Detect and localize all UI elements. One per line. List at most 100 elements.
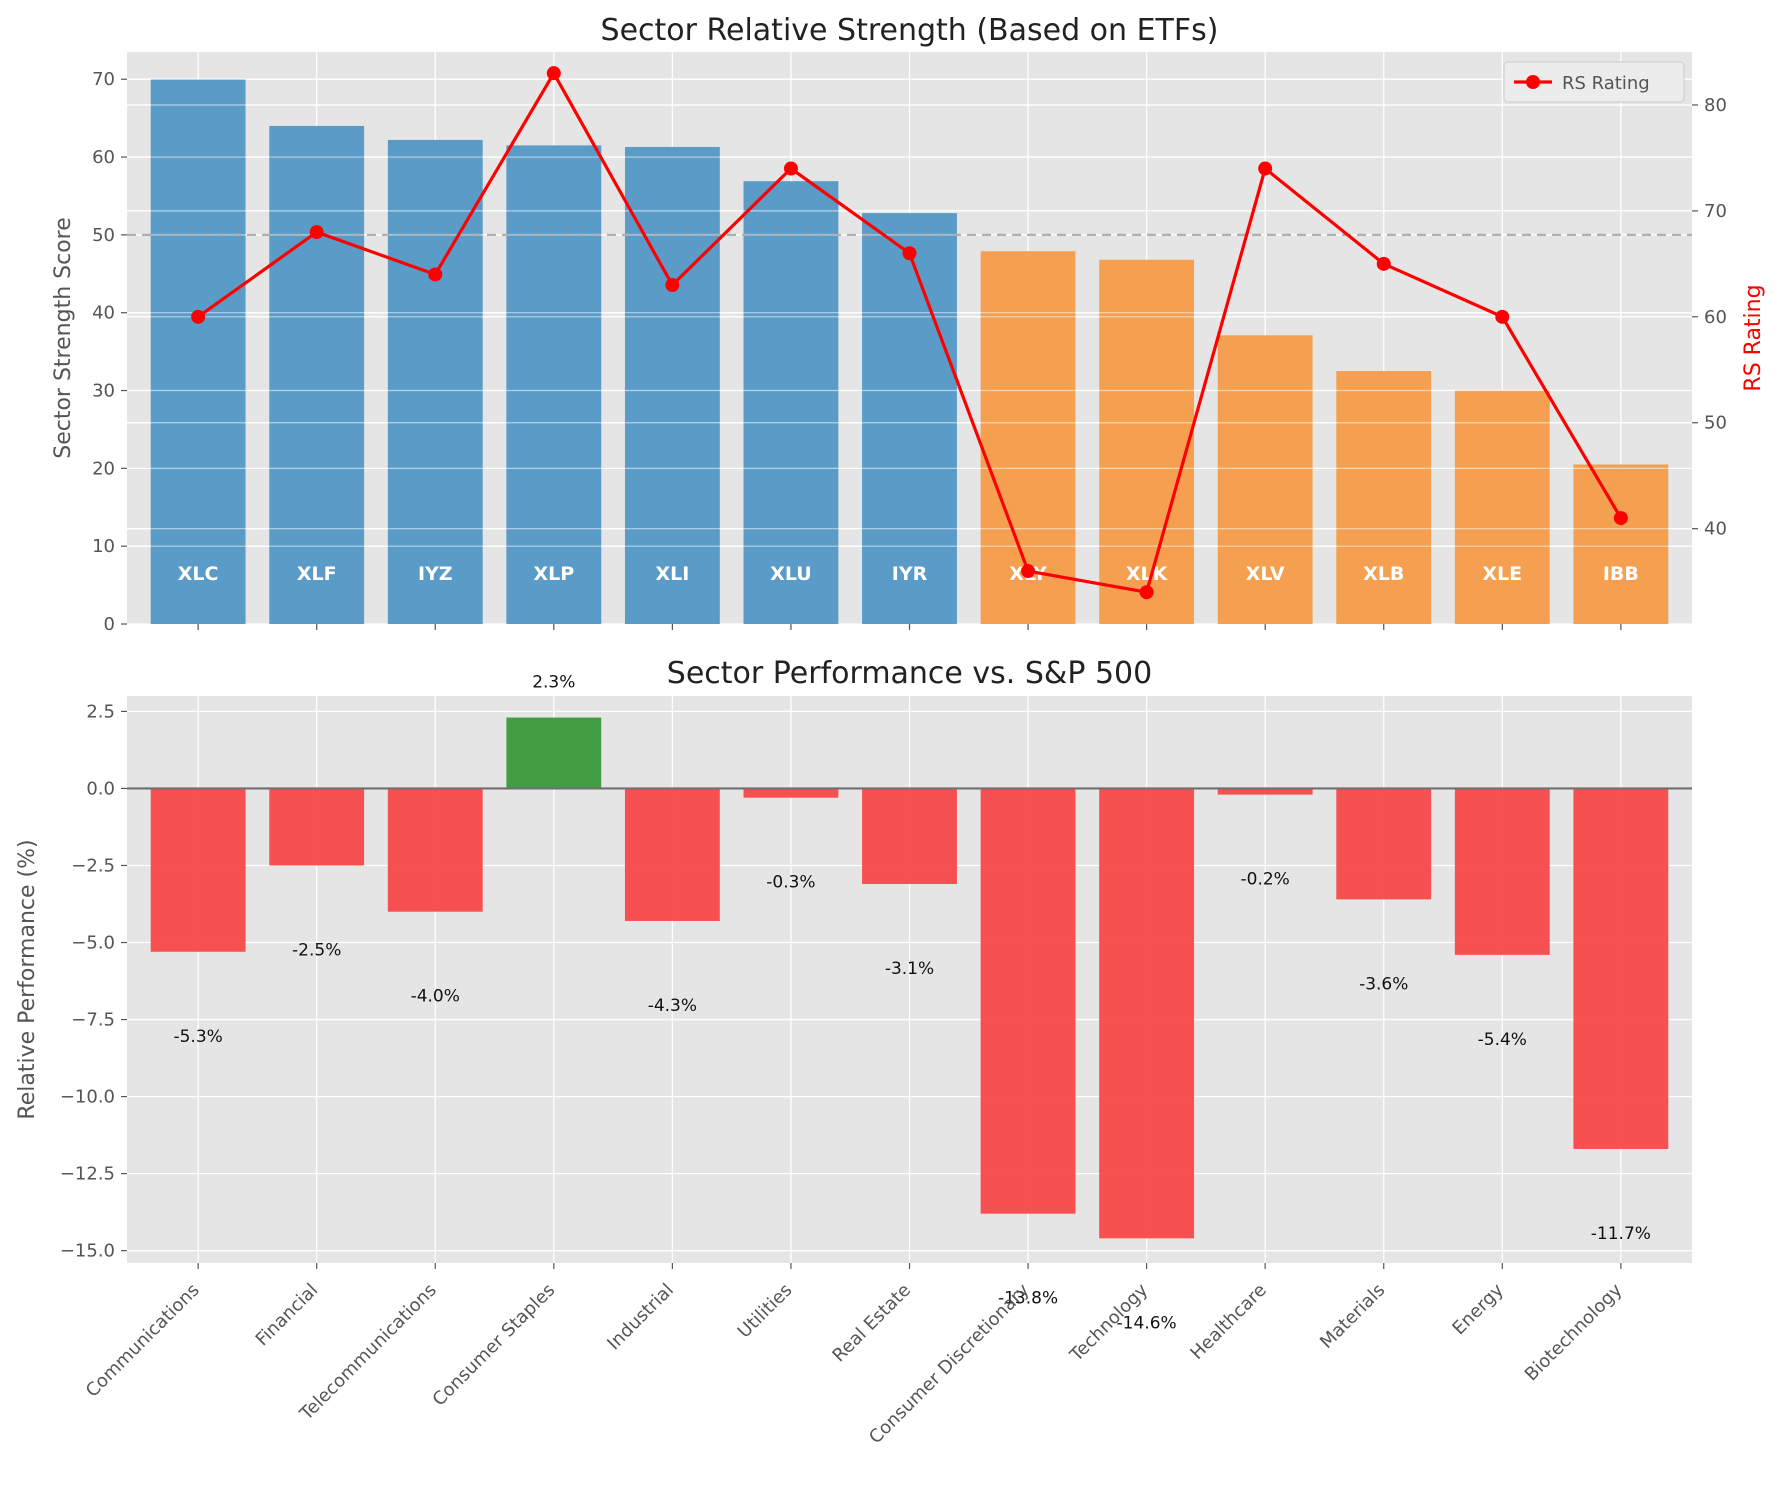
performance-value-label: -13.8% xyxy=(998,1289,1058,1309)
rs-rating-point xyxy=(1495,309,1510,324)
rs-rating-point xyxy=(1021,564,1036,579)
strength-bar xyxy=(1336,371,1432,624)
etf-bar-label: XLP xyxy=(533,563,574,585)
rs-rating-point xyxy=(191,309,206,324)
performance-value-label: -4.3% xyxy=(648,996,697,1016)
performance-bar xyxy=(269,788,365,866)
bottom-y-tick-label: −5.0 xyxy=(71,933,115,954)
category-tick-label: Utilities xyxy=(734,1280,797,1343)
etf-bar-label: IBB xyxy=(1603,563,1639,585)
strength-bar xyxy=(743,181,839,624)
rs-rating-point xyxy=(1376,256,1391,271)
performance-value-label: -5.4% xyxy=(1478,1030,1527,1050)
category-tick-label: Communications xyxy=(82,1280,204,1402)
category-tick-label: Consumer Staples xyxy=(429,1280,560,1411)
legend-marker xyxy=(1526,75,1540,89)
top-y-tick-label: 0 xyxy=(104,614,115,635)
etf-bar-label: XLB xyxy=(1363,563,1404,585)
strength-bar xyxy=(862,213,957,624)
category-tick-label: Biotechnology xyxy=(1521,1279,1627,1385)
strength-bar xyxy=(506,145,602,624)
bottom-y-tick-label: −2.5 xyxy=(71,855,115,876)
rs-rating-point xyxy=(1139,585,1154,600)
category-tick-label: Materials xyxy=(1316,1280,1389,1353)
strength-bar xyxy=(980,251,1076,624)
performance-value-label: 2.3% xyxy=(532,673,575,693)
category-tick-label: Financial xyxy=(252,1280,323,1351)
top-y-tick-label: 40 xyxy=(92,303,115,324)
performance-bar xyxy=(1336,788,1432,900)
performance-value-label: -2.5% xyxy=(292,940,341,960)
performance-value-label: -5.3% xyxy=(173,1027,222,1047)
strength-bar xyxy=(1217,335,1313,624)
top-chart-title: Sector Relative Strength (Based on ETFs) xyxy=(601,13,1219,48)
legend-label: RS Rating xyxy=(1562,73,1650,94)
strength-bar xyxy=(624,146,720,624)
rs-rating-point xyxy=(428,267,443,282)
etf-bar-label: IYZ xyxy=(418,563,453,585)
top-y2-tick-label: 60 xyxy=(1704,307,1727,328)
category-tick-label: Industrial xyxy=(603,1280,678,1355)
bottom-y-tick-label: 2.5 xyxy=(86,701,115,722)
etf-bar-label: XLV xyxy=(1246,563,1285,585)
performance-bar xyxy=(862,788,957,884)
rs-rating-point xyxy=(546,66,561,81)
etf-bar-label: XLI xyxy=(655,563,689,585)
category-tick-label: Energy xyxy=(1448,1279,1508,1339)
rs-rating-point xyxy=(309,225,324,240)
bottom-y-tick-label: 0.0 xyxy=(86,778,115,799)
etf-bar-label: XLE xyxy=(1482,563,1522,585)
performance-bar xyxy=(1099,788,1195,1239)
category-tick-label: Healthcare xyxy=(1186,1280,1270,1364)
top-y-tick-label: 60 xyxy=(92,147,115,168)
rs-rating-point xyxy=(665,278,680,293)
top-y-tick-label: 30 xyxy=(92,381,115,402)
bottom-y-tick-label: −12.5 xyxy=(60,1164,115,1185)
performance-bar xyxy=(387,788,483,912)
strength-bar xyxy=(1099,259,1195,624)
top-y-tick-label: 10 xyxy=(92,536,115,557)
strength-bar xyxy=(1573,464,1669,624)
performance-value-label: -0.2% xyxy=(1241,870,1290,890)
rs-rating-point xyxy=(1613,511,1628,526)
top-y-axis-label: Sector Strength Score xyxy=(51,217,76,459)
top-y2-axis-label: RS Rating xyxy=(1741,284,1766,391)
performance-bar xyxy=(506,717,602,789)
top-y-tick-label: 70 xyxy=(92,69,115,90)
category-tick-label: Telecommunications xyxy=(295,1280,440,1425)
performance-bar xyxy=(1573,788,1669,1149)
bottom-y-tick-label: −10.0 xyxy=(60,1087,115,1108)
performance-bar xyxy=(1217,788,1313,795)
strength-bar xyxy=(150,79,246,624)
performance-value-label: -3.6% xyxy=(1359,974,1408,994)
legend-box xyxy=(1503,61,1685,103)
legend: RS Rating xyxy=(1503,61,1685,103)
rs-rating-point xyxy=(902,246,917,261)
category-tick-label: Real Estate xyxy=(828,1280,915,1367)
etf-bar-label: XLK xyxy=(1126,563,1169,585)
etf-bar-label: XLC xyxy=(178,563,219,585)
top-y2-tick-label: 80 xyxy=(1704,95,1727,116)
bottom-y-axis-label: Relative Performance (%) xyxy=(15,839,40,1119)
strength-bar xyxy=(387,139,483,625)
rs-rating-point xyxy=(1258,161,1273,176)
performance-value-label: -3.1% xyxy=(885,959,934,979)
top-y2-tick-label: 50 xyxy=(1704,413,1727,434)
top-y-tick-label: 20 xyxy=(92,458,115,479)
performance-value-label: -11.7% xyxy=(1591,1224,1651,1244)
performance-bar xyxy=(624,788,720,921)
strength-bar xyxy=(1454,390,1550,624)
performance-bar xyxy=(1454,788,1550,955)
etf-bar-label: XLU xyxy=(770,563,812,585)
top-y2-tick-label: 70 xyxy=(1704,201,1727,222)
strength-bar xyxy=(269,125,365,624)
performance-bar xyxy=(980,788,1076,1214)
bottom-chart-title: Sector Performance vs. S&P 500 xyxy=(667,656,1152,691)
performance-value-label: -14.6% xyxy=(1117,1313,1177,1333)
performance-bar xyxy=(150,788,246,952)
rs-rating-point xyxy=(783,161,798,176)
performance-bar xyxy=(743,788,839,798)
bottom-y-tick-label: −15.0 xyxy=(60,1241,115,1262)
etf-bar-label: IYR xyxy=(892,563,928,585)
